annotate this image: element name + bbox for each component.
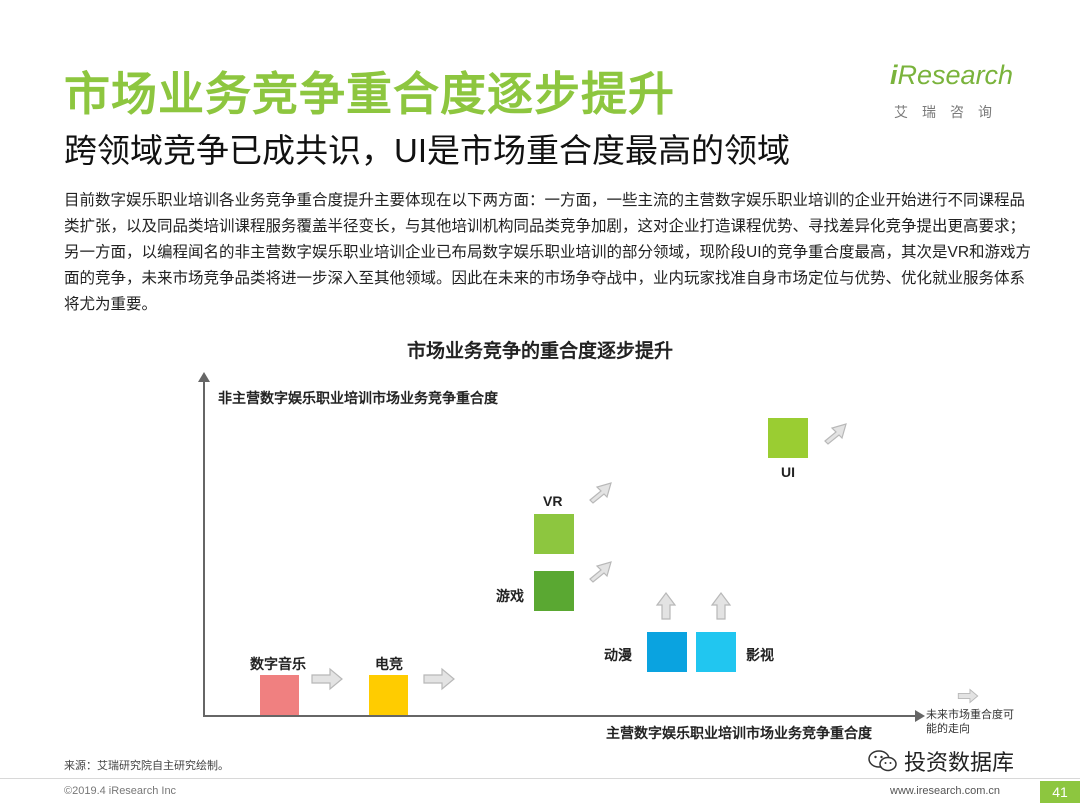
box-animation (647, 632, 687, 672)
label-film: 影视 (746, 647, 774, 663)
label-ui: UI (781, 464, 795, 480)
label-game: 游戏 (496, 588, 524, 604)
y-axis-label: 非主营数字娱乐职业培训市场业务竞争重合度 (218, 390, 498, 406)
x-axis-label: 主营数字娱乐职业培训市场业务竞争重合度 (606, 725, 872, 741)
legend-text: 未来市场重合度可能的走向 (926, 709, 1014, 735)
watermark-text: 投资数据库 (904, 750, 1015, 775)
y-axis-arrowhead (198, 372, 210, 382)
box-digital-music (260, 675, 299, 715)
page-title: 市场业务竞争重合度逐步提升 (64, 68, 675, 120)
arrow-up-icon (655, 592, 677, 620)
x-axis-arrowhead (915, 710, 925, 722)
y-axis (203, 380, 205, 717)
box-ui (768, 418, 808, 458)
label-animation: 动漫 (604, 647, 632, 663)
diagram-title: 市场业务竞争的重合度逐步提升 (406, 341, 673, 362)
arrow-up-right-icon (824, 423, 847, 445)
box-vr (534, 514, 574, 554)
footer-divider (0, 778, 1080, 779)
logo-wordmark: iResearch (890, 60, 1014, 90)
arrow-right-icon (423, 667, 455, 691)
page-subtitle: 跨领域竞争已成共识，UI是市场重合度最高的领域 (64, 132, 790, 169)
x-axis (203, 715, 918, 717)
label-digital-music: 数字音乐 (250, 656, 306, 672)
arrow-right-icon (311, 667, 343, 691)
source-note: 来源：艾瑞研究院自主研究绘制。 (64, 760, 229, 772)
box-film (696, 632, 736, 672)
watermark: 投资数据库 (868, 745, 1014, 777)
box-esports (369, 675, 408, 715)
wechat-icon (868, 750, 897, 772)
site-url: www.iresearch.com.cn (890, 785, 1001, 797)
arrow-up-icon (710, 592, 732, 620)
body-paragraph: 目前数字娱乐职业培训各业务竞争重合度提升主要体现在以下两方面：一方面，一些主流的… (64, 192, 1032, 313)
iresearch-logo: iResearch 艾瑞咨询 (890, 58, 1040, 128)
label-esports: 电竞 (375, 656, 403, 672)
page-number: 41 (1040, 781, 1080, 803)
logo-chinese: 艾瑞咨询 (894, 104, 1006, 120)
box-game (534, 571, 574, 611)
legend-arrow-icon (957, 688, 979, 704)
label-vr: VR (543, 493, 563, 509)
arrow-up-right-icon (589, 561, 612, 583)
copyright: ©2019.4 iResearch Inc (64, 785, 177, 797)
arrow-up-right-icon (589, 482, 612, 504)
